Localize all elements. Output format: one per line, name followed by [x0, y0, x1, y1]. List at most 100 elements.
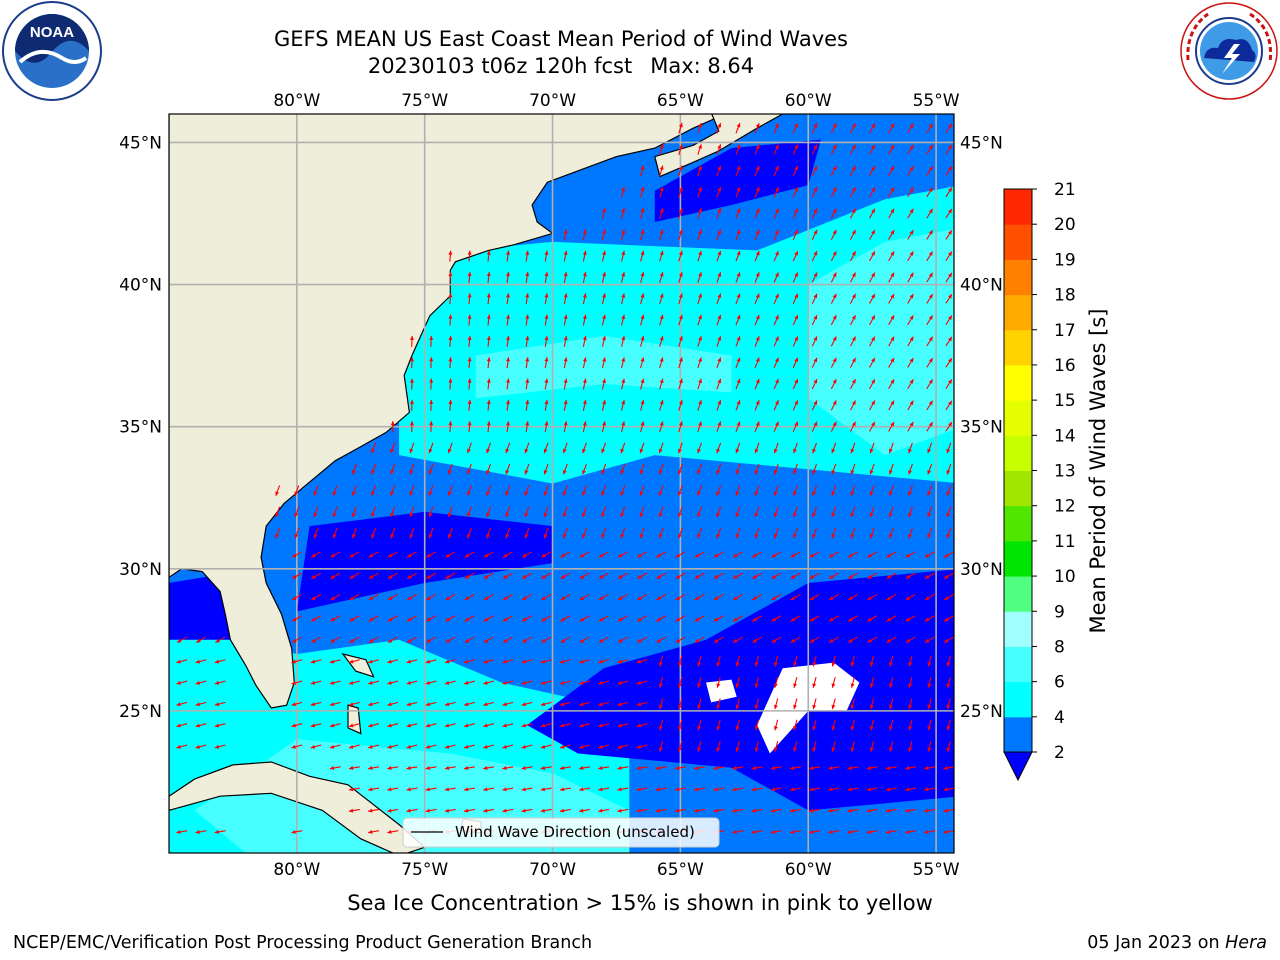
wave-direction-arrow	[713, 636, 724, 644]
wave-direction-arrow	[502, 615, 513, 622]
wave-direction-arrow	[754, 314, 760, 326]
wave-direction-arrow	[310, 572, 322, 580]
wave-direction-arrow	[792, 208, 799, 219]
wave-direction-arrow	[598, 787, 610, 792]
wave-direction-arrow	[329, 680, 341, 685]
wave-direction-arrow	[640, 357, 645, 369]
wave-direction-arrow	[447, 485, 453, 496]
map-legend: Wind Wave Direction (unscaled)	[402, 817, 720, 848]
footer-date: 05 Jan 2023 on Hera	[1087, 933, 1267, 953]
wave-direction-arrow	[620, 357, 626, 369]
wave-direction-arrow	[732, 551, 743, 558]
wave-direction-arrow	[544, 271, 549, 283]
wave-direction-arrow	[636, 766, 648, 770]
wave-direction-arrow	[716, 144, 722, 155]
wave-direction-arrow	[735, 421, 741, 432]
wave-direction-arrow	[659, 272, 664, 283]
wave-direction-arrow	[387, 659, 399, 664]
colorbar-tick-label: 18	[1054, 286, 1076, 306]
wave-direction-arrow	[869, 698, 875, 710]
wave-direction-arrow	[905, 636, 916, 644]
wave-direction-arrow	[409, 357, 414, 369]
wave-direction-arrow	[771, 636, 782, 644]
colorbar-swatch	[1004, 294, 1032, 331]
wave-direction-arrow	[751, 829, 763, 834]
wave-direction-arrow	[946, 463, 952, 475]
wave-direction-arrow	[946, 740, 951, 752]
wave-direction-arrow	[849, 208, 857, 219]
no-data-region	[706, 679, 737, 703]
wave-direction-arrow	[444, 680, 456, 685]
wave-direction-arrow	[770, 808, 782, 813]
wave-direction-arrow	[620, 485, 626, 496]
wave-direction-arrow	[368, 551, 379, 558]
nova-scotia-land	[654, 114, 784, 178]
wave-direction-arrow	[908, 677, 913, 688]
wave-direction-arrow	[506, 399, 510, 411]
wave-direction-arrow	[426, 636, 437, 644]
wave-direction-arrow	[368, 659, 380, 664]
wave-direction-arrow	[754, 357, 760, 369]
wave-direction-arrow	[850, 463, 856, 475]
wave-direction-arrow	[907, 315, 914, 326]
wave-direction-arrow	[387, 680, 399, 685]
wave-direction-arrow	[943, 829, 954, 834]
wave-direction-arrow	[195, 723, 207, 728]
wave-direction-arrow	[425, 701, 437, 707]
wave-direction-arrow	[544, 250, 549, 262]
wave-direction-arrow	[828, 787, 840, 792]
wave-direction-arrow	[869, 123, 876, 134]
wave-direction-arrow	[506, 293, 510, 305]
wave-direction-arrow	[754, 463, 760, 475]
wave-direction-arrow	[790, 572, 801, 580]
period-region-6-8	[475, 335, 732, 399]
wave-direction-arrow	[886, 615, 897, 622]
wave-direction-arrow	[659, 144, 664, 155]
wave-direction-arrow	[329, 744, 341, 749]
wave-direction-arrow	[888, 165, 895, 176]
wave-direction-arrow	[773, 527, 779, 539]
wave-direction-arrow	[811, 400, 818, 411]
wave-direction-arrow	[582, 527, 587, 539]
wave-direction-arrow	[697, 122, 702, 134]
wave-direction-arrow	[291, 680, 303, 685]
wave-direction-arrow	[448, 335, 453, 347]
wave-direction-arrow	[601, 207, 606, 219]
wave-direction-arrow	[371, 506, 376, 518]
wave-direction-arrow	[640, 293, 645, 305]
lat-tick-label-right: 40°N	[960, 276, 1003, 296]
wave-direction-arrow	[540, 701, 552, 707]
wave-direction-arrow	[349, 615, 360, 622]
wave-direction-arrow	[444, 766, 456, 770]
wave-direction-arrow	[655, 808, 667, 813]
nws-logo-icon	[1180, 2, 1278, 100]
wave-direction-arrow	[176, 636, 187, 644]
wave-direction-arrow	[773, 506, 779, 518]
wave-direction-arrow	[945, 315, 953, 325]
lon-tick-label-bottom: 55°W	[913, 860, 960, 880]
wave-direction-arrow	[752, 615, 763, 622]
wave-direction-arrow	[620, 527, 626, 539]
wave-direction-arrow	[329, 701, 341, 707]
wave-direction-arrow	[445, 551, 456, 558]
colorbar-swatch	[1004, 189, 1032, 225]
wave-direction-arrow	[444, 787, 456, 792]
wave-direction-arrow	[789, 808, 801, 813]
wave-direction-arrow	[924, 551, 935, 558]
wave-direction-arrow	[790, 615, 801, 622]
wave-direction-arrow	[908, 527, 913, 539]
wave-direction-arrow	[793, 442, 798, 454]
wave-direction-arrow	[828, 572, 839, 580]
wave-direction-arrow	[525, 378, 530, 390]
wave-direction-arrow	[927, 442, 933, 454]
wave-direction-arrow	[637, 636, 648, 644]
wave-direction-arrow	[291, 829, 303, 834]
wave-direction-arrow	[330, 593, 341, 601]
colorbar-swatch	[1004, 505, 1032, 542]
wave-direction-arrow	[888, 506, 894, 518]
wave-direction-arrow	[329, 723, 341, 728]
wave-direction-arrow	[831, 463, 837, 475]
wave-direction-arrow	[773, 485, 779, 496]
wave-direction-arrow	[655, 766, 667, 770]
wave-direction-arrow	[195, 744, 207, 749]
